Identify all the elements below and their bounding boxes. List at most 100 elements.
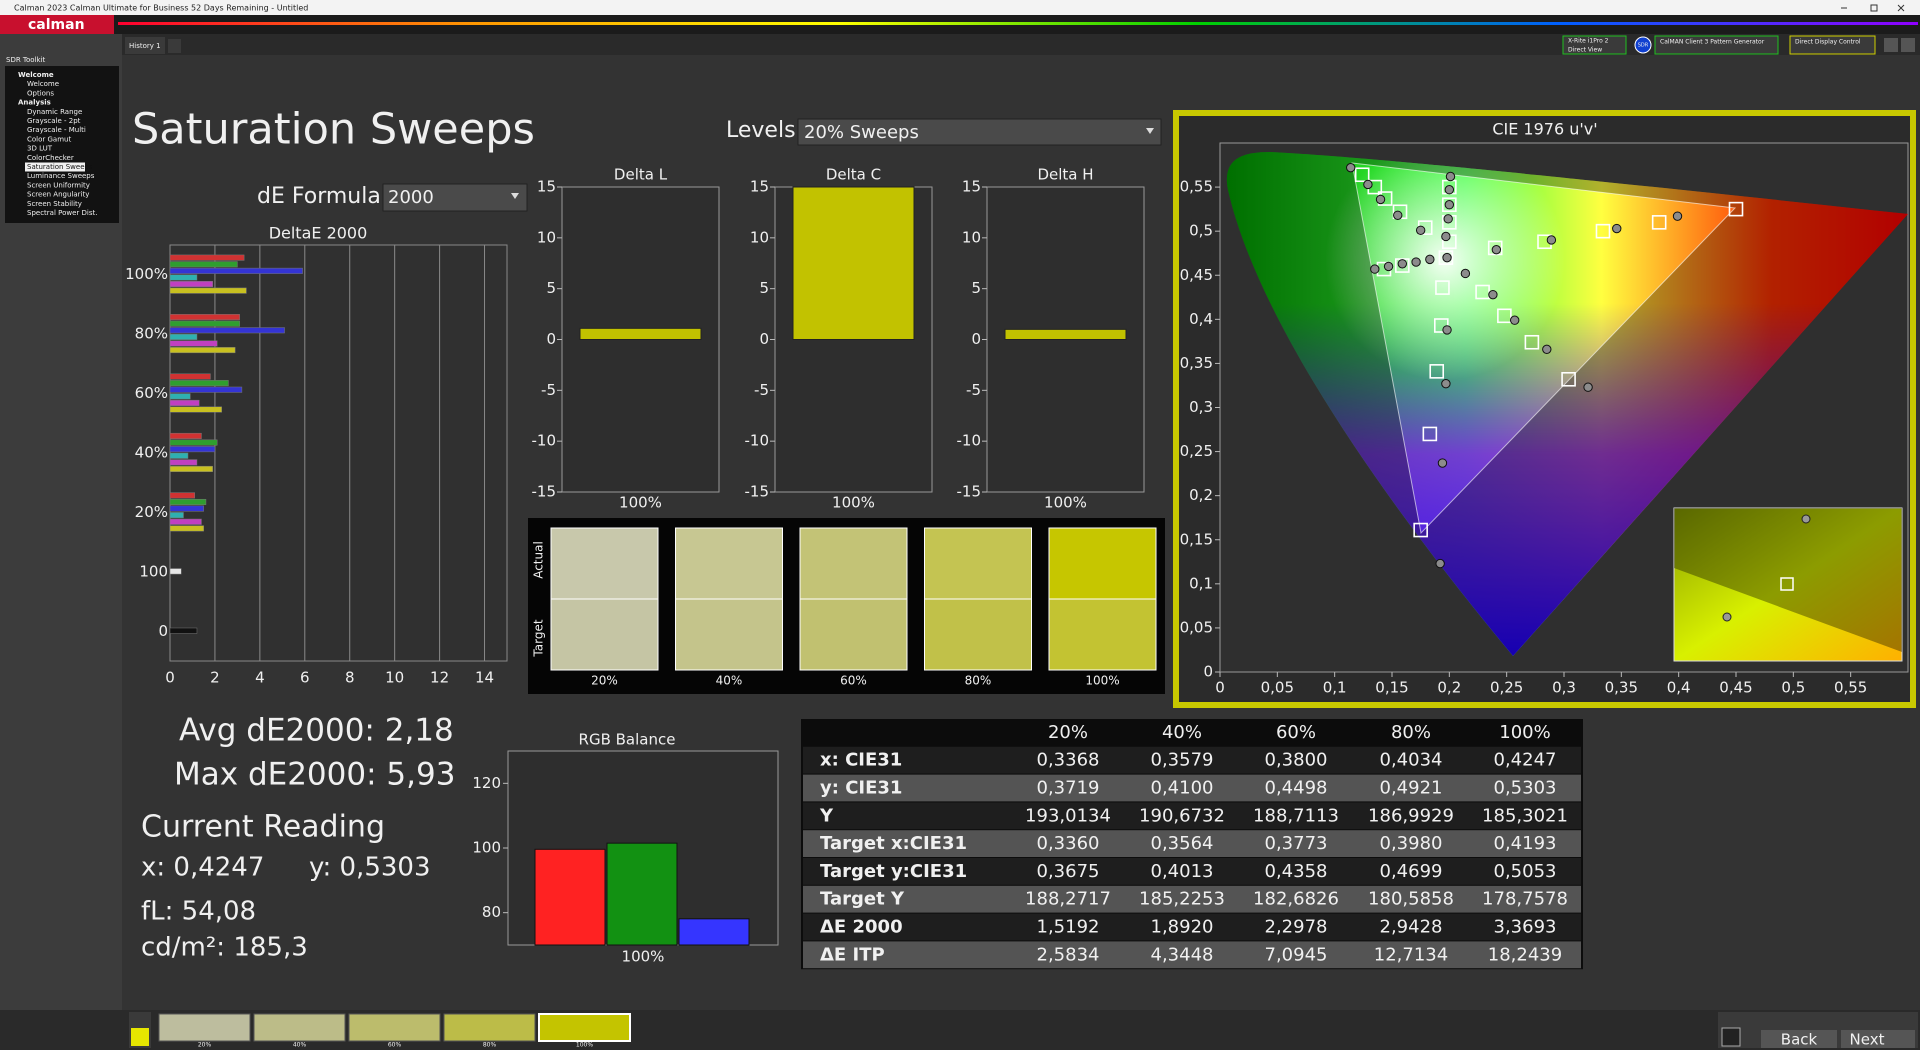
tree-item[interactable]: Dynamic Range: [27, 108, 82, 116]
mode-label: SDR: [1638, 43, 1649, 49]
levels-value: 20% Sweeps: [804, 122, 919, 143]
footer-swatch[interactable]: [538, 1013, 631, 1042]
x-tick-label: 14: [475, 669, 494, 687]
stop-button[interactable]: [1721, 1027, 1741, 1047]
target-point: [1422, 426, 1438, 442]
measured-point: [1546, 235, 1557, 245]
y-tick-label: 100: [472, 839, 501, 857]
tree-item[interactable]: Screen Stability: [27, 200, 82, 208]
tree-item[interactable]: Spectral Power Dist.: [27, 209, 97, 217]
window-title: Calman 2023 Calman Ultimate for Business…: [14, 4, 308, 13]
measured-point: [1612, 223, 1622, 234]
target-point: [1561, 371, 1576, 387]
sidebar-title: SDR Toolkit: [6, 56, 46, 64]
actual-swatch: [1048, 527, 1157, 600]
y-tick-label: 0: [546, 330, 556, 348]
cell: 0,3719: [1037, 778, 1100, 799]
target-point: [1524, 334, 1540, 350]
cell: 0,5053: [1494, 861, 1557, 882]
x-tick-label: 0,25: [1490, 679, 1523, 697]
tree-item[interactable]: Welcome: [27, 80, 59, 88]
x-tick-label: 0: [1215, 679, 1225, 697]
bar: [169, 254, 245, 261]
tree-item[interactable]: Luminance Sweeps: [27, 172, 95, 180]
row-label: x: CIE31: [820, 750, 902, 771]
bar: [169, 406, 222, 413]
x-tick-label: 6: [300, 669, 310, 687]
next-button[interactable]: [1841, 1030, 1915, 1048]
x-tick-label: 100%: [622, 948, 665, 966]
x-tick-label: 0,4: [1667, 679, 1691, 697]
column-header: 20%: [1048, 722, 1088, 743]
tree-group[interactable]: Welcome: [18, 71, 54, 79]
tree-item[interactable]: ColorChecker: [27, 154, 74, 162]
tree-item[interactable]: Saturation Sweeps: [27, 163, 93, 171]
measured-point: [1442, 325, 1452, 335]
measured-point: [1425, 254, 1435, 265]
x-tick-label: 4: [255, 669, 265, 687]
y-tick-label: -15: [745, 483, 770, 501]
swatch-label: 60%: [840, 674, 867, 688]
bar: [606, 842, 678, 946]
tab-add[interactable]: [168, 39, 181, 53]
tree-item[interactable]: Screen Uniformity: [27, 181, 90, 189]
tab[interactable]: [125, 37, 165, 54]
tree-group[interactable]: Analysis: [18, 99, 51, 107]
cell: 0,3368: [1037, 750, 1100, 771]
levels-dropdown[interactable]: [797, 118, 1162, 146]
tree-item[interactable]: Grayscale - 2pt: [27, 117, 81, 125]
mode-badge[interactable]: [1634, 36, 1652, 54]
formula-value: 2000: [388, 187, 434, 208]
tree-selection: [25, 162, 85, 172]
footer-swatch[interactable]: [348, 1013, 441, 1042]
toolbar-button[interactable]: [1884, 38, 1898, 52]
toolbar-button[interactable]: [1901, 38, 1915, 52]
dropdown-arrow: [1146, 128, 1154, 134]
target-point: [1435, 280, 1450, 295]
cell: 0,4034: [1380, 750, 1443, 771]
bar: [169, 512, 184, 519]
formula-label: dE Formula:: [257, 184, 388, 209]
row-label: Target y:CIE31: [820, 861, 967, 882]
meter-select[interactable]: [1562, 35, 1627, 55]
table-row: [803, 774, 1581, 802]
generator-select[interactable]: [1654, 35, 1779, 55]
bar: [169, 432, 202, 439]
plot-area: [169, 244, 508, 662]
tree-item[interactable]: Grayscale - Multi: [27, 126, 86, 134]
y-tick-label: 60%: [135, 384, 168, 402]
footer-swatch[interactable]: [253, 1013, 346, 1042]
footer-swatch-label: 60%: [388, 1042, 402, 1049]
x-tick-label: 100%: [832, 494, 875, 512]
tree-item[interactable]: Color Gamut: [27, 135, 71, 143]
tree-item[interactable]: 3D LUT: [27, 145, 53, 153]
y-tick-label: 20%: [135, 503, 168, 521]
logo-box[interactable]: [0, 15, 114, 34]
reading-title: Current Reading: [141, 810, 385, 845]
footer-swatch[interactable]: [443, 1013, 536, 1042]
bar: [169, 333, 198, 340]
footer-swatch-label: 40%: [293, 1042, 307, 1049]
swatch-label: 100%: [1085, 674, 1119, 688]
footer-swatch-label: 100%: [576, 1042, 593, 1049]
target-point: [1395, 258, 1410, 273]
measured-point: [1397, 259, 1408, 269]
display-select[interactable]: [1789, 35, 1876, 55]
table-row: [803, 802, 1581, 830]
row-label: y: CIE31: [820, 778, 902, 799]
bar: [169, 452, 189, 459]
window-controls[interactable]: [1841, 4, 1905, 12]
footer-swatch[interactable]: [158, 1013, 251, 1042]
measured-point: [1442, 252, 1452, 263]
tree-item[interactable]: Screen Angularity: [27, 191, 89, 199]
measured-point: [1383, 261, 1394, 272]
back-button[interactable]: [1761, 1030, 1837, 1048]
avg-de: Avg dE2000: 2,18: [179, 713, 454, 749]
row-label: Target Y: [820, 889, 905, 910]
cell: 188,2717: [1025, 889, 1111, 910]
tree-item[interactable]: Options: [27, 89, 54, 97]
cell: 1,8920: [1151, 917, 1214, 938]
table-row: [803, 941, 1581, 969]
formula-dropdown[interactable]: [382, 183, 528, 212]
y-tick-label: -15: [957, 483, 982, 501]
